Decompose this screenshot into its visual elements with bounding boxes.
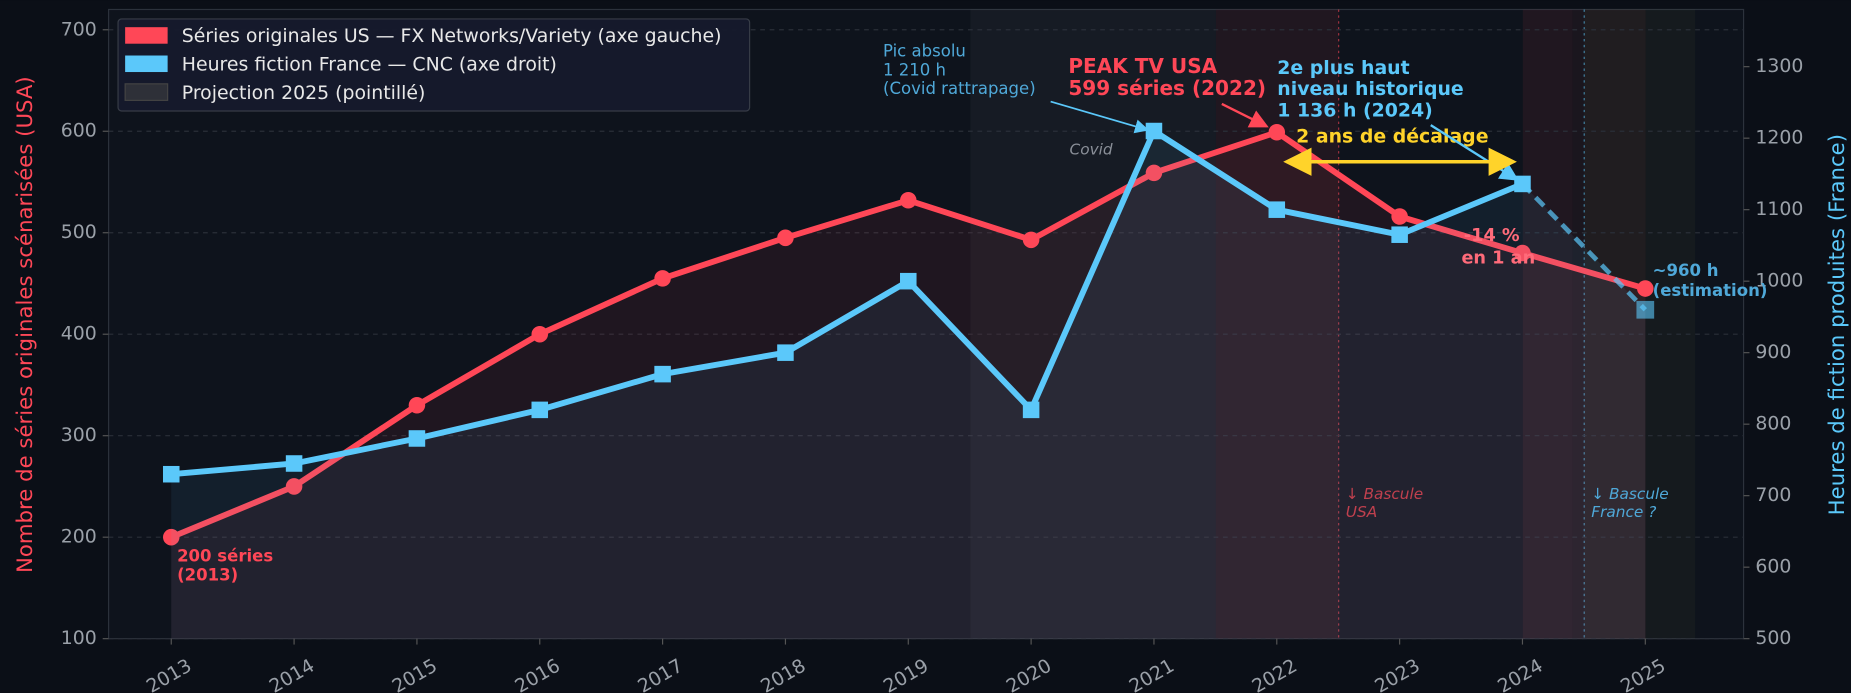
marker <box>531 325 549 343</box>
marker <box>162 528 180 546</box>
marker <box>1268 201 1286 218</box>
annotation: 200 séries <box>177 547 273 566</box>
annotation: ↓ Bascule <box>1346 485 1423 503</box>
annotation: (estimation) <box>1653 281 1768 300</box>
marker <box>900 191 917 209</box>
marker <box>285 455 303 472</box>
us-band-2 <box>1522 9 1573 639</box>
legend-swatch <box>125 27 168 44</box>
area <box>171 132 1646 639</box>
legend-label: Projection 2025 (pointillé) <box>182 82 426 104</box>
marks <box>162 122 1655 639</box>
y2-tick-label: 1100 <box>1755 198 1803 220</box>
arrow <box>1221 102 1269 128</box>
y2-tick-label: 800 <box>1755 413 1791 435</box>
marker <box>777 229 794 247</box>
marker <box>162 465 180 483</box>
y-tick-label: 300 <box>61 424 97 446</box>
legend-label: Heures fiction France — CNC (axe droit) <box>182 53 557 75</box>
y-tick-label: 600 <box>61 120 97 142</box>
y2-tick-label: 1300 <box>1755 55 1803 77</box>
marker <box>1514 244 1531 262</box>
marker <box>1022 231 1040 249</box>
annotation: PEAK TV USA <box>1068 54 1217 78</box>
us-band <box>1215 9 1339 639</box>
marker <box>900 272 917 290</box>
y2-tick-label: 600 <box>1755 556 1791 578</box>
area <box>171 131 1646 639</box>
annotation: Pic absolu <box>883 41 966 60</box>
y-tick-label: 400 <box>61 323 97 345</box>
annotation: ~960 h <box>1653 261 1719 280</box>
y-tick-label: 500 <box>61 221 97 243</box>
marker <box>408 430 426 447</box>
annotation: niveau historique <box>1277 78 1463 100</box>
annotation: ↓ Bascule <box>1591 485 1668 503</box>
annotation: -14 % <box>1464 226 1520 246</box>
marker <box>654 365 671 383</box>
marker <box>285 478 303 495</box>
annotation: (Covid rattrapage) <box>883 79 1036 98</box>
annotation: 2e plus haut <box>1277 57 1409 79</box>
annotation: Covid <box>1070 140 1113 158</box>
y-axis-label: Nombre de séries originales scénarisées … <box>13 76 38 573</box>
y2-axis-label: Heures de fiction produites (France) <box>1825 134 1850 515</box>
projection-line <box>1520 182 1647 312</box>
y2-tick-label: 700 <box>1755 484 1791 506</box>
line <box>170 128 1524 478</box>
legend-swatch <box>125 55 168 73</box>
marker <box>1636 300 1655 319</box>
annotations: 200 séries (2013) PEAK TV USA 599 séries… <box>177 41 1767 584</box>
marker <box>777 344 794 361</box>
arrow <box>1050 100 1150 134</box>
y-tick-label: 100 <box>61 627 97 649</box>
marker <box>531 401 549 419</box>
marker <box>1391 208 1408 225</box>
y2-tick-label: 900 <box>1755 341 1791 363</box>
marker <box>1145 164 1163 182</box>
marker <box>1637 280 1654 297</box>
annotation: 1 210 h <box>883 60 946 79</box>
marker <box>1022 401 1040 419</box>
annotation: en 1 an <box>1461 249 1535 269</box>
marker <box>1391 226 1408 243</box>
marker <box>1268 124 1286 141</box>
y-tick-label: 200 <box>61 526 97 548</box>
legend-box <box>117 18 751 112</box>
y2-tick-label: 500 <box>1755 627 1791 649</box>
projection-band-2 <box>1584 9 1696 639</box>
y2-tick-label: 1200 <box>1755 127 1803 149</box>
y-tick-label: 700 <box>61 18 97 40</box>
marker <box>1145 122 1163 140</box>
legend: Séries originales US — FX Networks/Varie… <box>117 18 751 112</box>
annotation: (2013) <box>177 566 238 585</box>
annotation: 1 136 h (2024) <box>1277 99 1432 121</box>
bands <box>1215 9 1696 639</box>
annotation: USA <box>1346 503 1377 521</box>
annotation: France ? <box>1591 503 1656 521</box>
plot-area <box>108 8 1745 640</box>
marker <box>654 270 671 287</box>
annotation: 599 séries (2022) <box>1068 76 1266 100</box>
y2-tick-label: 1000 <box>1755 270 1803 292</box>
legend-swatch <box>124 83 169 101</box>
legend-label: Séries originales US — FX Networks/Varie… <box>182 25 722 47</box>
marker <box>408 396 426 414</box>
